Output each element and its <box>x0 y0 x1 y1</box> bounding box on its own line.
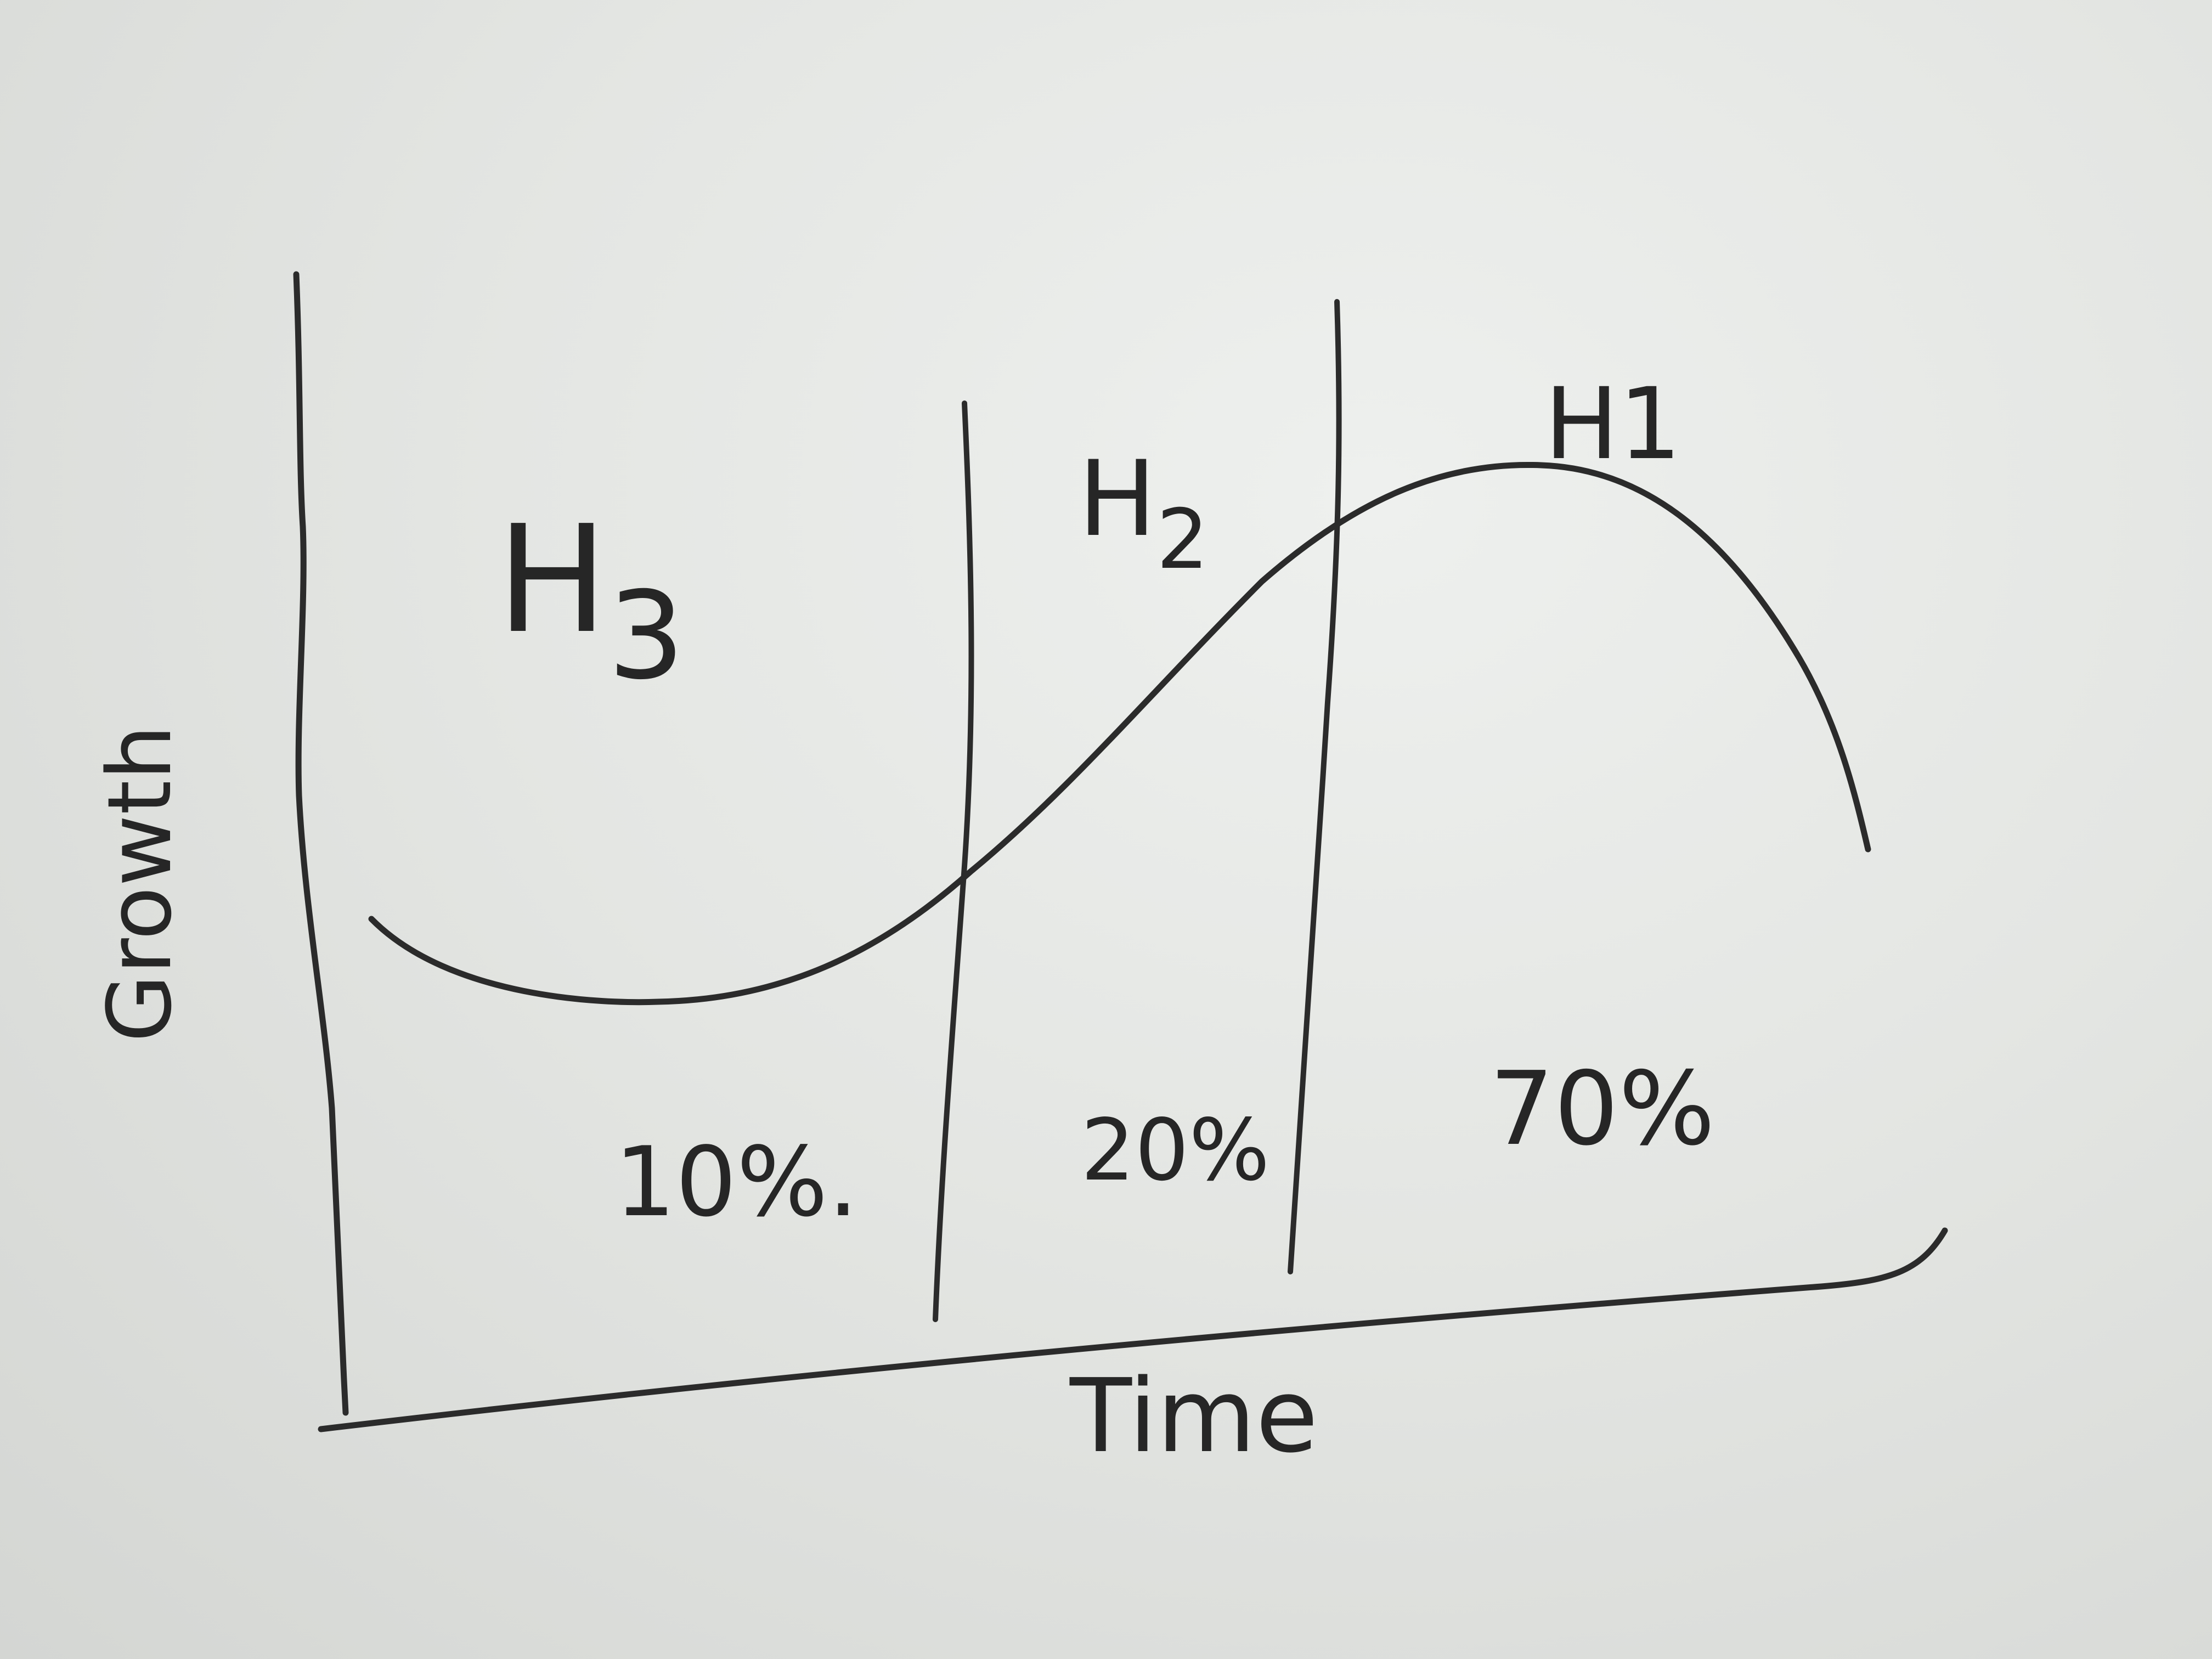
x-axis-label: Time <box>1069 1357 1318 1475</box>
y-axis <box>293 271 349 1416</box>
growth-curve <box>368 461 1871 1006</box>
zone-share-h3: 10%. <box>614 1127 859 1238</box>
zone-label-h3: H3 <box>496 493 685 706</box>
zone-label-h1: H1 <box>1544 367 1681 482</box>
y-axis-label: Growth <box>88 725 191 1042</box>
zone-share-h1: 70% <box>1489 1049 1715 1168</box>
divider-h2-h1 <box>1288 299 1342 1274</box>
zone-label-h2: H2 <box>1078 438 1209 588</box>
zone-share-h2: 20% <box>1081 1101 1270 1200</box>
x-axis <box>318 1227 1948 1432</box>
divider-h3-h2 <box>933 400 974 1322</box>
